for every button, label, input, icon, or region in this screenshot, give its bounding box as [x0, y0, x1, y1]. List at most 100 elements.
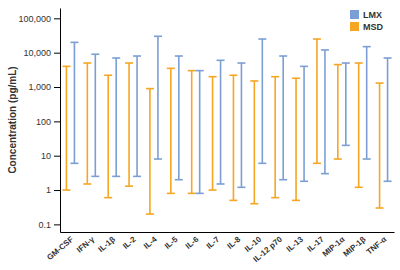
- range-cap-high: [271, 76, 279, 78]
- range-cap-high: [292, 77, 300, 79]
- range-line: [337, 65, 339, 159]
- y-tick: 0.1: [38, 220, 60, 230]
- range-line: [295, 78, 297, 200]
- y-tick-mark: [54, 87, 60, 88]
- x-tick-label: GM-CSF: [45, 235, 75, 262]
- y-tick: 100,000: [18, 14, 60, 24]
- range-line: [74, 42, 76, 163]
- range-cap-high: [279, 55, 287, 57]
- plot: 0.11101001,00010,000100,000GM-CSFIFN-γIL…: [7, 9, 395, 264]
- range-line: [274, 77, 276, 198]
- range-line: [241, 63, 243, 187]
- y-tick-mark: [54, 190, 60, 191]
- x-tick: GM-CSF: [45, 235, 75, 262]
- x-tick: IL-1β: [97, 235, 118, 254]
- y-tick: 100: [36, 117, 60, 127]
- legend-entry: LMX: [350, 10, 382, 20]
- range-line: [212, 77, 214, 190]
- range-cap-high: [300, 66, 308, 68]
- range-cap-low: [237, 187, 245, 189]
- range-line: [191, 71, 193, 194]
- range-cap-low: [292, 200, 300, 202]
- chart: 0.11101001,00010,000100,000GM-CSFIFN-γIL…: [0, 0, 400, 270]
- y-tick-mark: [54, 224, 60, 225]
- range-cap-low: [125, 185, 133, 187]
- x-tick: IL-4: [142, 234, 159, 250]
- range-line: [379, 83, 381, 208]
- range-cap-low: [279, 179, 287, 181]
- range-cap-low: [196, 193, 204, 195]
- series-msd: [62, 39, 383, 214]
- legend: LMXMSD: [350, 10, 384, 32]
- range-line: [358, 63, 360, 187]
- y-tick-label: 1: [46, 185, 51, 195]
- range-cap-low: [91, 176, 99, 178]
- x-tick-label: IL-6: [184, 234, 201, 250]
- y-tick: 1: [46, 185, 60, 195]
- range-cap-low: [376, 207, 384, 209]
- range-cap-low: [229, 200, 237, 202]
- range-cap-high: [196, 70, 204, 72]
- range-cap-low: [104, 197, 112, 199]
- y-tick-mark: [54, 121, 60, 122]
- range-line: [128, 63, 130, 186]
- y-tick: 10,000: [23, 48, 60, 58]
- range-line: [95, 54, 97, 176]
- range-cap-high: [229, 74, 237, 76]
- range-cap-high: [376, 82, 384, 84]
- range-cap-high: [133, 55, 141, 57]
- legend-label: LMX: [363, 10, 382, 20]
- range-line: [136, 56, 138, 176]
- range-line: [87, 63, 89, 184]
- x-axis: GM-CSFIFN-γIL-1βIL-2IL-4IL-5IL-6IL-7IL-8…: [45, 233, 394, 264]
- x-axis-line: [61, 232, 395, 233]
- range-cap-high: [70, 42, 78, 44]
- x-tick: IL-13: [285, 234, 306, 253]
- x-tick-label: IFN-γ: [75, 234, 97, 254]
- range-cap-low: [313, 163, 321, 165]
- y-tick-label: 10: [41, 151, 51, 161]
- range-line: [107, 75, 109, 197]
- x-tick-label: IL-7: [205, 234, 222, 250]
- range-line: [199, 71, 201, 194]
- range-cap-high: [363, 46, 371, 48]
- range-cap-low: [271, 197, 279, 199]
- range-cap-low: [250, 203, 258, 205]
- range-line: [66, 66, 68, 190]
- x-tick-label: IL-8: [226, 234, 243, 250]
- x-tick-label: MIP-1β: [342, 235, 368, 259]
- range-cap-high: [355, 62, 363, 64]
- x-tick-label: IL-13: [285, 234, 306, 253]
- range-cap-low: [217, 183, 225, 185]
- range-cap-high: [104, 74, 112, 76]
- y-tick-mark: [54, 53, 60, 54]
- x-tick-label: TNF-α: [365, 235, 389, 257]
- range-cap-high: [167, 68, 175, 70]
- x-tick: IL-2: [121, 234, 138, 250]
- range-cap-high: [313, 38, 321, 40]
- range-cap-high: [91, 53, 99, 55]
- range-line: [254, 81, 256, 204]
- range-cap-low: [133, 176, 141, 178]
- x-tick-label: IL-1β: [97, 235, 118, 254]
- range-cap-low: [112, 176, 120, 178]
- range-cap-high: [188, 70, 196, 72]
- y-tick-label: 1,000: [28, 82, 51, 92]
- y-tick: 10: [41, 151, 60, 161]
- range-line: [366, 47, 368, 159]
- range-cap-high: [146, 88, 154, 90]
- x-tick-label: IL-12 p70: [252, 234, 285, 264]
- range-cap-low: [209, 189, 217, 191]
- range-cap-low: [355, 187, 363, 189]
- range-line: [178, 56, 180, 180]
- range-cap-high: [250, 80, 258, 82]
- range-line: [324, 50, 326, 174]
- range-cap-high: [154, 35, 162, 37]
- range-line: [303, 66, 305, 181]
- range-cap-low: [146, 213, 154, 215]
- range-cap-high: [342, 62, 350, 64]
- range-cap-high: [83, 62, 91, 64]
- range-cap-low: [363, 158, 371, 160]
- range-line: [345, 63, 347, 145]
- range-cap-low: [70, 163, 78, 165]
